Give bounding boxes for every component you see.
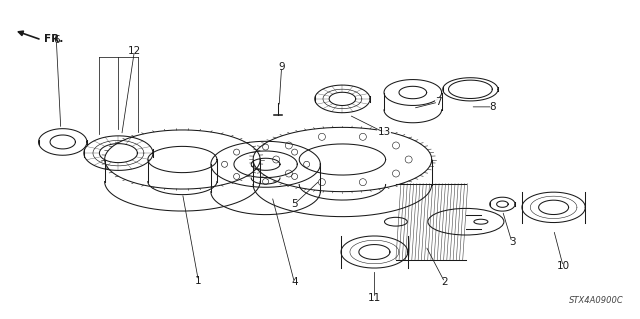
Text: STX4A0900C: STX4A0900C — [569, 296, 624, 305]
Text: 10: 10 — [557, 261, 570, 271]
Text: 11: 11 — [368, 293, 381, 303]
Text: 7: 7 — [435, 97, 442, 107]
Text: 9: 9 — [278, 62, 285, 72]
Text: 1: 1 — [195, 276, 202, 286]
Text: 2: 2 — [442, 277, 448, 287]
Text: 6: 6 — [53, 35, 60, 45]
Text: 12: 12 — [128, 46, 141, 56]
Text: 5: 5 — [291, 199, 298, 209]
Text: 13: 13 — [378, 127, 390, 137]
Text: 3: 3 — [509, 237, 515, 248]
Text: 4: 4 — [291, 277, 298, 287]
Text: 8: 8 — [490, 102, 496, 112]
Text: FR.: FR. — [44, 34, 63, 44]
